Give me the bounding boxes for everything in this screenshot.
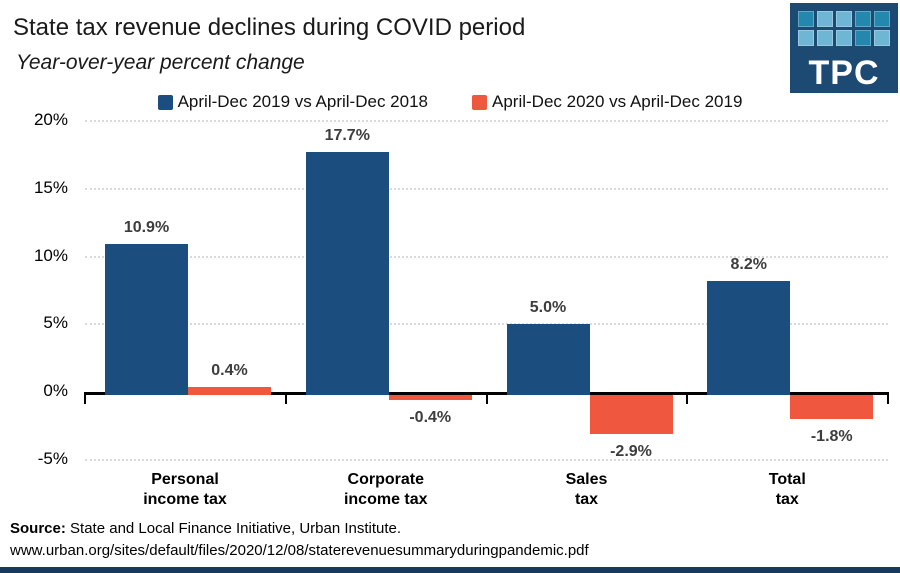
source-note: Source: State and Local Finance Initiati… — [10, 518, 589, 562]
y-axis-tick-label: 20% — [33, 110, 68, 129]
y-gridline — [85, 187, 888, 190]
legend-item-2019-vs-2018: April-Dec 2019 vs April-Dec 2018 — [157, 92, 428, 112]
bar-value-label: -1.8% — [810, 428, 853, 446]
category-label-line2: tax — [775, 491, 799, 508]
logo-grid-square — [836, 11, 852, 27]
x-axis-tick — [285, 392, 287, 404]
category-label-line1: Sales — [565, 471, 608, 488]
logo-grid-square — [874, 11, 890, 27]
chart-subtitle: Year-over-year percent change — [16, 51, 305, 74]
category-label-line1: Total — [768, 471, 806, 488]
legend-swatch-blue-icon — [157, 94, 173, 110]
y-gridline — [85, 458, 888, 461]
y-axis-tick-label: 0% — [43, 381, 68, 400]
y-axis-tick-label: 5% — [43, 313, 68, 333]
logo-grid-square — [817, 11, 833, 27]
x-axis-tick — [84, 392, 86, 404]
source-label: Source: — [10, 520, 66, 537]
category-label-line1: Personal — [151, 471, 219, 488]
bar-value-label: 5.0% — [529, 299, 567, 317]
logo-grid-square — [836, 30, 852, 46]
bar-value-label: 0.4% — [211, 361, 248, 379]
y-gridline — [85, 323, 888, 326]
category-label-line2: income tax — [143, 491, 227, 508]
bar-value-label: 8.2% — [730, 255, 767, 273]
tpc-logo-text: TPC — [808, 54, 880, 92]
chart-legend: April-Dec 2019 vs April-Dec 2018 April-D… — [0, 92, 900, 112]
logo-grid-square — [874, 30, 890, 46]
y-gridline — [85, 255, 888, 258]
tpc-logo-grid — [798, 11, 890, 46]
y-gridline — [85, 120, 888, 122]
source-url: www.urban.org/sites/default/files/2020/1… — [10, 542, 589, 559]
logo-grid-square — [798, 11, 814, 27]
x-axis-category-label: Personal income tax — [85, 470, 285, 510]
x-axis-category-label: Sales tax — [487, 470, 687, 510]
bar-series1-cat1 — [388, 395, 472, 401]
bar-series0-cat3 — [707, 280, 791, 395]
source-line: Source: State and Local Finance Initiati… — [10, 518, 589, 540]
category-label-line2: income tax — [343, 491, 428, 508]
bar-value-label: -0.4% — [409, 409, 452, 427]
legend-swatch-orange-icon — [472, 94, 487, 110]
legend-item-2020-vs-2019: April-Dec 2020 vs April-Dec 2019 — [472, 92, 742, 112]
y-axis-tick-label: 15% — [33, 177, 68, 197]
legend-label-2019-vs-2018: April-Dec 2019 vs April-Dec 2018 — [177, 92, 428, 111]
logo-grid-square — [798, 30, 814, 46]
x-axis-tick — [486, 392, 488, 404]
x-axis-tick — [887, 392, 889, 404]
logo-grid-square — [817, 30, 833, 46]
bar-value-label: 10.9% — [123, 219, 170, 237]
x-axis-category-label: Corporate income tax — [286, 470, 486, 510]
bar-series1-cat2 — [589, 395, 673, 435]
bar-series0-cat2 — [506, 324, 590, 395]
bar-value-label: 17.7% — [324, 127, 370, 145]
bar-series0-cat1 — [305, 152, 389, 395]
logo-grid-square — [855, 30, 871, 46]
legend-label-2020-vs-2019: April-Dec 2020 vs April-Dec 2019 — [492, 92, 743, 111]
logo-grid-square — [855, 11, 871, 27]
bar-value-label: -2.9% — [610, 443, 652, 461]
tpc-logo: TPC — [790, 3, 898, 93]
category-label-line2: tax — [574, 491, 599, 508]
category-label-line1: Corporate — [347, 471, 424, 488]
bar-series0-cat0 — [105, 244, 188, 395]
y-axis-tick-label: 10% — [33, 245, 68, 265]
x-axis-category-label: Total tax — [687, 470, 887, 510]
page-title: State tax revenue declines during COVID … — [13, 14, 526, 41]
y-axis-tick-label: -5% — [37, 448, 68, 468]
bar-series1-cat0 — [188, 386, 271, 395]
bar-series1-cat3 — [790, 395, 874, 420]
x-axis-tick — [686, 392, 688, 404]
source-text: State and Local Finance Initiative, Urba… — [70, 520, 402, 537]
bottom-accent-bar — [0, 567, 900, 573]
